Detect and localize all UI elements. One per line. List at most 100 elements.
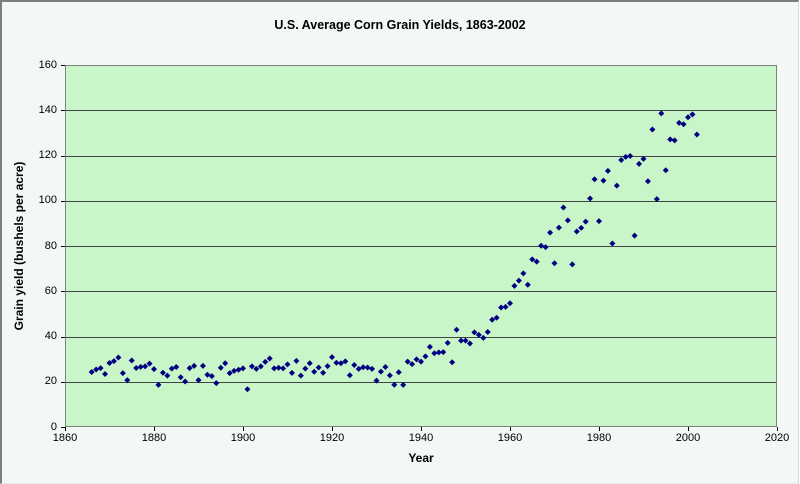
data-point [609,240,616,247]
data-point [511,282,518,289]
y-tick-label: 60 [44,284,57,297]
data-point [604,167,611,174]
data-point [658,110,665,117]
data-point [377,368,384,375]
data-point [284,361,291,368]
data-point [106,359,113,366]
data-point [480,334,487,341]
data-point [422,353,429,360]
data-point [271,365,278,372]
data-point [582,218,589,225]
data-point [257,363,264,370]
x-tick-label: 1880 [141,432,167,444]
data-point [529,256,536,263]
data-point [671,137,678,144]
data-point [182,378,189,385]
data-point [355,365,362,372]
data-point [155,381,162,388]
data-point [159,369,166,376]
data-point [342,358,349,365]
data-point [524,281,531,288]
data-point [689,111,696,118]
data-point [337,360,344,367]
data-point [475,331,482,338]
data-point [168,365,175,372]
data-point [151,366,157,373]
data-point [93,366,100,373]
data-point [97,365,104,372]
data-point [418,358,424,365]
data-point [226,370,233,377]
data-point [498,304,505,311]
data-point [217,364,224,371]
data-point [386,372,393,379]
data-point [404,358,411,365]
data-point [591,176,598,183]
data-point [631,232,638,239]
data-point [360,364,367,371]
data-point [564,217,571,224]
data-point [115,354,122,361]
data-point [262,358,269,365]
data-point [693,131,700,138]
x-axis-title: Year [408,451,434,465]
data-point [493,314,500,321]
x-tick-label: 1980 [586,432,612,444]
data-point [199,362,206,369]
data-point [542,244,549,251]
data-point [400,381,407,388]
data-point [502,303,509,310]
data-point [627,152,634,159]
data-point [306,360,313,367]
data-point [507,300,513,307]
data-point [466,340,473,347]
data-point [391,381,398,388]
data-point [315,364,322,371]
data-point [578,224,585,231]
data-point [88,369,95,376]
data-point [146,360,153,367]
data-point [333,359,340,366]
data-point [449,359,456,366]
data-point [555,224,562,231]
data-point [600,177,607,184]
data-point [137,363,144,370]
data-point [280,365,287,372]
data-point [435,349,442,356]
data-point [685,114,691,121]
x-tick-label: 1920 [319,432,345,444]
y-tick-label: 20 [44,375,57,388]
x-tick-label: 2000 [675,432,701,444]
data-point [186,365,193,372]
data-point [297,372,304,379]
data-point [551,260,558,267]
data-point [440,349,447,356]
x-tick-label: 1940 [408,432,434,444]
y-tick-label: 0 [50,420,57,433]
y-tick-label: 80 [44,239,57,252]
data-point [164,372,171,379]
data-point [373,377,380,384]
data-point [636,160,643,167]
data-point [462,337,469,344]
data-point [195,377,202,384]
data-point [213,380,220,387]
data-point [248,363,255,370]
data-point [102,371,109,378]
y-tick-label: 40 [44,330,57,342]
x-tick-label: 2020 [764,432,790,444]
data-point [395,369,402,376]
data-point [266,355,273,362]
data-point [533,258,540,265]
data-point [231,367,238,374]
data-point [458,337,465,344]
data-point [177,374,184,381]
data-point [329,354,335,361]
chart-title: U.S. Average Corn Grain Yields, 1863-200… [274,18,526,32]
data-point [547,229,554,236]
data-point [453,326,460,333]
data-point [275,364,282,371]
data-point [649,126,656,133]
data-point [204,371,211,378]
data-point [311,368,318,375]
